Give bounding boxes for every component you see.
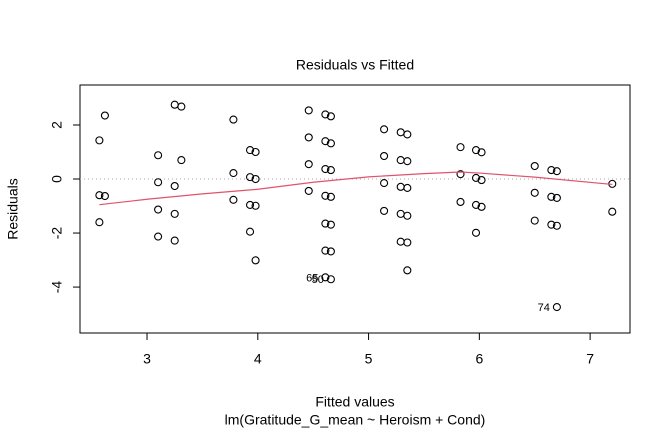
point (547, 192, 556, 201)
point (170, 236, 179, 245)
point (304, 106, 313, 115)
point (530, 216, 539, 225)
point (403, 157, 412, 166)
point (245, 200, 255, 209)
point (154, 205, 163, 214)
point (304, 186, 313, 195)
subtitle: lm(Gratitude_G_mean ~ Heroism + Cond) (225, 412, 486, 428)
point (326, 275, 335, 284)
point (100, 191, 109, 201)
point (530, 188, 539, 197)
point (177, 156, 186, 165)
point (552, 193, 561, 202)
point (245, 146, 255, 155)
y-axis-label: Residuals (5, 178, 21, 239)
point (229, 115, 238, 124)
point (326, 192, 335, 201)
x-tick-label: 5 (365, 351, 373, 367)
point (403, 211, 412, 220)
point (229, 195, 238, 204)
point (229, 169, 238, 178)
point (154, 178, 163, 187)
point (304, 133, 313, 142)
point (304, 160, 313, 169)
point (170, 181, 179, 191)
y-tick-label: -4 (49, 281, 65, 294)
point (477, 176, 486, 185)
point (552, 303, 561, 312)
point (396, 209, 405, 218)
point (154, 151, 163, 160)
point (396, 128, 405, 137)
point (471, 200, 481, 209)
point (251, 174, 260, 184)
point (396, 156, 405, 165)
point (321, 246, 330, 255)
chart-title: Residuals vs Fitted (296, 57, 414, 73)
point (321, 219, 330, 228)
point-label: 50 (312, 274, 324, 286)
x-tick-label: 3 (143, 351, 151, 367)
point (95, 191, 104, 200)
point (403, 238, 412, 247)
x-axis-label: Fitted values (315, 394, 394, 410)
point (170, 209, 179, 218)
point (403, 130, 412, 139)
point (245, 173, 255, 182)
point (326, 139, 335, 148)
point (95, 218, 104, 227)
point (608, 207, 617, 216)
point (321, 191, 330, 200)
point (547, 166, 556, 175)
point (177, 102, 186, 111)
point (471, 228, 481, 237)
point (477, 148, 486, 157)
point (100, 111, 109, 120)
x-tick-label: 7 (586, 351, 594, 367)
point (251, 147, 260, 157)
point (380, 179, 389, 188)
point (321, 273, 330, 282)
plot-frame (79, 84, 631, 334)
point (380, 152, 389, 161)
point (471, 146, 481, 155)
point (403, 183, 412, 192)
point-label: 65 (306, 272, 318, 284)
point (456, 197, 465, 207)
point (547, 220, 556, 229)
point-label: 74 (538, 302, 550, 314)
x-tick-label: 6 (475, 351, 483, 367)
point (456, 143, 465, 152)
point (403, 266, 412, 275)
point (396, 237, 405, 246)
point (321, 137, 330, 146)
y-tick-label: 0 (49, 175, 65, 183)
point (170, 100, 179, 109)
point (95, 136, 104, 145)
point (154, 232, 163, 241)
y-tick-label: -2 (49, 227, 65, 240)
point (321, 164, 330, 174)
point (251, 201, 260, 210)
y-tick-label: 2 (49, 121, 65, 129)
point (380, 125, 389, 134)
point (326, 220, 335, 229)
point (456, 170, 465, 179)
point (321, 110, 330, 119)
point (380, 206, 389, 215)
point (245, 227, 255, 236)
point (251, 256, 260, 265)
x-tick-label: 4 (254, 351, 262, 367)
point (530, 161, 539, 171)
point (396, 182, 405, 191)
point (477, 202, 486, 211)
point (326, 112, 335, 121)
point (552, 221, 561, 230)
smooth-line (99, 171, 613, 206)
point (471, 173, 481, 182)
point (326, 166, 335, 175)
point (326, 247, 335, 256)
point (552, 167, 561, 176)
